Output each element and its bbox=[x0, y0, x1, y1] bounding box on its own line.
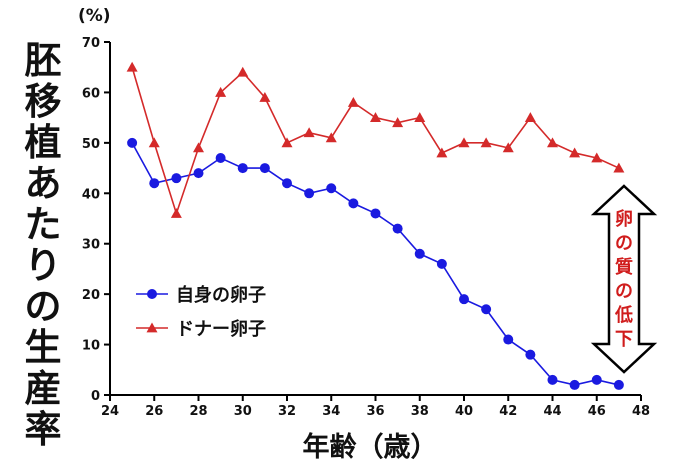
data-point-own-eggs bbox=[171, 173, 182, 184]
x-tick-label: 48 bbox=[632, 404, 650, 419]
data-point-donor-eggs bbox=[126, 61, 138, 72]
data-point-own-eggs bbox=[459, 294, 469, 305]
y-axis-title-char: た bbox=[24, 203, 62, 246]
y-axis-title: 胚移植あたりの生産率 bbox=[18, 40, 68, 450]
data-point-donor-eggs bbox=[347, 97, 359, 107]
data-point-donor-eggs bbox=[148, 137, 160, 148]
annotation-label-char: の bbox=[615, 233, 633, 254]
x-tick-label: 32 bbox=[278, 404, 296, 419]
data-point-donor-eggs bbox=[325, 132, 337, 143]
data-point-donor-eggs bbox=[303, 127, 315, 138]
x-tick-label: 28 bbox=[189, 404, 207, 419]
x-tick-label: 26 bbox=[145, 404, 163, 419]
annotation-label-char: 下 bbox=[615, 329, 633, 350]
legend-label-own-eggs: 自身の卵子 bbox=[176, 284, 266, 306]
annotation-label-char: 低 bbox=[615, 305, 633, 326]
series-line-donor-eggs bbox=[131, 66, 620, 217]
y-axis-unit: (%) bbox=[78, 6, 111, 26]
data-point-donor-eggs bbox=[591, 152, 603, 163]
data-point-donor-eggs bbox=[458, 137, 470, 148]
data-point-donor-eggs bbox=[547, 137, 558, 148]
y-axis-title-char: 植 bbox=[24, 121, 62, 164]
series-line-own-eggs bbox=[131, 142, 620, 386]
data-point-donor-eggs bbox=[170, 207, 182, 218]
legend-marker-own-eggs bbox=[147, 289, 157, 299]
annotation-label: 卵の質の低下 bbox=[609, 208, 639, 352]
data-point-own-eggs bbox=[414, 248, 425, 259]
data-point-own-eggs bbox=[591, 374, 602, 385]
data-point-donor-eggs bbox=[436, 147, 448, 158]
data-point-own-eggs bbox=[215, 152, 226, 163]
data-point-own-eggs bbox=[193, 168, 204, 179]
data-point-donor-eggs bbox=[259, 91, 271, 102]
x-tick-label: 44 bbox=[543, 404, 561, 419]
data-point-donor-eggs bbox=[414, 112, 426, 123]
data-point-own-eggs bbox=[613, 379, 624, 390]
data-point-own-eggs bbox=[149, 178, 160, 189]
data-point-own-eggs bbox=[436, 258, 447, 269]
x-tick-label: 40 bbox=[455, 404, 473, 419]
data-point-own-eggs bbox=[348, 198, 359, 209]
annotation-label-char: 質 bbox=[615, 257, 633, 278]
data-point-own-eggs bbox=[547, 374, 558, 385]
data-point-donor-eggs bbox=[502, 142, 514, 153]
data-point-own-eggs bbox=[525, 349, 536, 360]
y-axis-title-char: あ bbox=[24, 162, 62, 205]
x-tick-label: 34 bbox=[322, 404, 340, 419]
annotation-label-char: 卵 bbox=[615, 209, 633, 230]
y-tick-label: 0 bbox=[91, 389, 100, 404]
data-point-donor-eggs bbox=[281, 137, 293, 148]
data-point-own-eggs bbox=[259, 163, 270, 174]
x-tick-label: 30 bbox=[234, 404, 252, 419]
x-axis-title: 年齢（歳） bbox=[302, 432, 438, 463]
y-axis-title-char: 移 bbox=[24, 80, 62, 123]
data-point-donor-eggs bbox=[237, 66, 249, 77]
y-tick-label: 10 bbox=[82, 339, 100, 354]
data-point-own-eggs bbox=[237, 163, 248, 174]
y-axis-title-char: 胚 bbox=[24, 39, 62, 82]
data-point-donor-eggs bbox=[569, 147, 581, 158]
y-tick-label: 40 bbox=[82, 187, 100, 202]
annotation-double-arrow bbox=[590, 184, 658, 374]
x-tick-label: 36 bbox=[366, 404, 384, 419]
data-point-own-eggs bbox=[569, 379, 580, 390]
y-axis-title-char: 産 bbox=[24, 367, 62, 410]
data-point-donor-eggs bbox=[193, 142, 204, 153]
x-tick-label: 38 bbox=[411, 404, 429, 419]
x-tick-label: 24 bbox=[101, 404, 119, 419]
y-axis-title-char: 率 bbox=[24, 408, 62, 451]
x-tick-label: 42 bbox=[499, 404, 517, 419]
x-tick-label: 46 bbox=[588, 404, 606, 419]
data-point-own-eggs bbox=[127, 137, 138, 148]
y-tick-label: 30 bbox=[82, 238, 100, 253]
y-tick-label: 70 bbox=[82, 36, 100, 51]
data-point-donor-eggs bbox=[480, 137, 492, 148]
data-point-donor-eggs bbox=[215, 86, 227, 97]
data-point-own-eggs bbox=[326, 183, 337, 194]
legend-label-donor-eggs: ドナー卵子 bbox=[176, 318, 266, 340]
y-tick-label: 20 bbox=[82, 288, 100, 303]
data-point-donor-eggs bbox=[524, 112, 536, 123]
data-point-own-eggs bbox=[503, 334, 514, 345]
data-point-donor-eggs bbox=[613, 162, 625, 173]
data-point-own-eggs bbox=[304, 188, 315, 199]
data-point-own-eggs bbox=[392, 223, 403, 234]
y-tick-label: 60 bbox=[82, 86, 100, 101]
data-point-own-eggs bbox=[370, 208, 381, 219]
y-tick-label: 50 bbox=[82, 137, 100, 152]
data-point-donor-eggs bbox=[392, 117, 404, 128]
data-point-donor-eggs bbox=[370, 112, 381, 123]
data-point-own-eggs bbox=[481, 304, 492, 315]
y-axis-title-char: の bbox=[24, 285, 62, 328]
y-axis-title-char: 生 bbox=[24, 326, 62, 369]
data-point-own-eggs bbox=[282, 178, 292, 189]
legend-marker-donor-eggs bbox=[146, 322, 158, 333]
y-axis-title-char: り bbox=[24, 244, 62, 287]
annotation-label-char: の bbox=[615, 281, 633, 302]
